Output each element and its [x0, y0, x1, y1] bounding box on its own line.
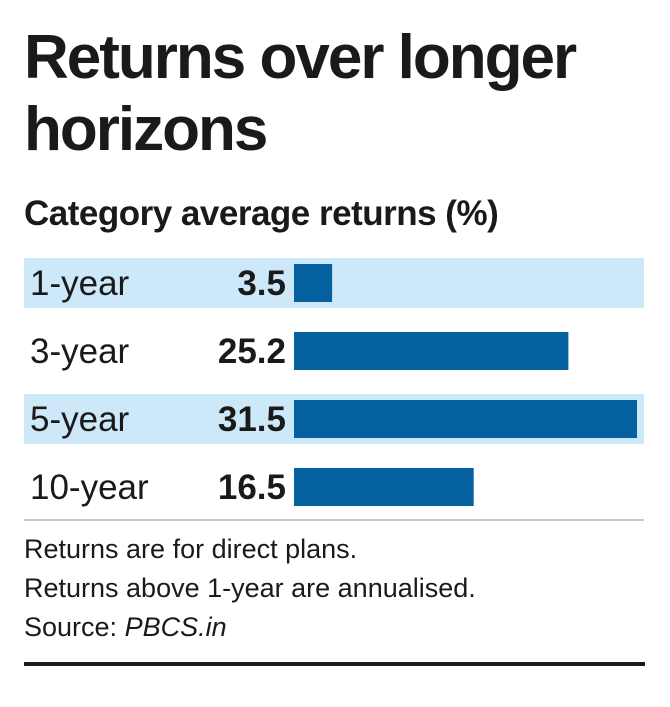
value-label: 16.5	[218, 468, 286, 507]
footnotes: Returns are for direct plans. Returns ab…	[24, 530, 654, 647]
bar-chart-svg: 1-year 3.5 3-year 25.2 5-year 31.5 10-year 16.5	[24, 258, 644, 521]
chart-subtitle: Category average returns (%)	[24, 194, 499, 233]
value-label: 3.5	[237, 264, 286, 303]
category-label: 5-year	[30, 400, 130, 439]
footnote-direct-plans: Returns are for direct plans.	[24, 534, 358, 564]
bar-chart: 1-year 3.5 3-year 25.2 5-year 31.5 10-year 16.5	[24, 258, 644, 522]
bottom-rule	[24, 662, 645, 666]
row-band	[24, 258, 644, 308]
source-line: Source: PBCS.in	[24, 608, 654, 647]
bar	[294, 264, 333, 302]
category-label: 10-year	[30, 468, 149, 507]
bar	[294, 400, 637, 438]
source-name: PBCS.in	[124, 612, 227, 642]
chart-title: Returns over longer horizons	[24, 23, 577, 164]
bar	[294, 332, 569, 370]
value-label: 25.2	[218, 332, 286, 371]
source-label: Source:	[24, 612, 125, 642]
bar	[294, 468, 474, 506]
value-label: 31.5	[218, 400, 286, 439]
category-label: 3-year	[30, 332, 130, 371]
category-label: 1-year	[30, 264, 130, 303]
footnote-annualised: Returns above 1-year are annualised.	[24, 573, 476, 603]
